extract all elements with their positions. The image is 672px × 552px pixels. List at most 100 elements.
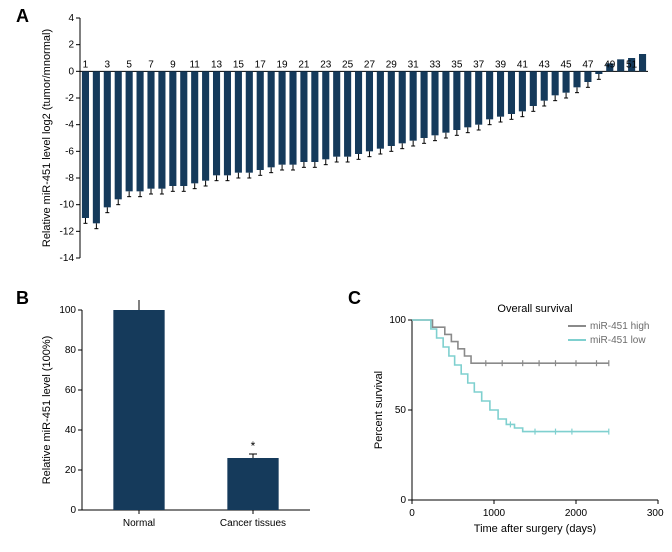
panel-a-bar [202,71,209,180]
panel-a-bar [563,71,570,92]
panel-c-chart: Overall survival0501000100020003000Perce… [368,300,664,540]
panel-a-bar [541,71,548,100]
svg-text:-10: -10 [60,200,75,211]
panel-a-bar [388,71,395,146]
panel-a-bar [126,71,133,191]
panel-a-chart: -14-12-10-8-6-4-2024Relative miR-451 lev… [38,10,658,270]
svg-text:43: 43 [539,59,551,70]
svg-text:100: 100 [389,315,406,326]
svg-text:20: 20 [65,465,77,476]
panel-a-bar [279,71,286,164]
panel-a-bar [344,71,351,156]
svg-text:47: 47 [582,59,594,70]
panel-a-bar [289,71,296,164]
panel-a-bar [82,71,89,218]
svg-text:Time after surgery (days): Time after surgery (days) [474,523,596,535]
svg-text:-2: -2 [65,93,74,104]
panel-a-bar [639,54,646,71]
svg-text:15: 15 [233,59,245,70]
panel-a-bar [93,71,100,223]
panel-a-bar [257,71,264,170]
svg-text:50: 50 [395,405,407,416]
panel-a-bar [519,71,526,111]
svg-text:60: 60 [65,385,77,396]
svg-text:3: 3 [105,59,111,70]
panel-a-bar [475,71,482,124]
panel-a-svg: -14-12-10-8-6-4-2024Relative miR-451 lev… [38,10,658,270]
panel-a-bar [333,71,340,156]
panel-a-bar [497,71,504,116]
svg-text:41: 41 [517,59,529,70]
panel-a-bar [300,71,307,162]
panel-b-chart: 020406080100Relative miR-451 level (100%… [38,300,318,540]
panel-a-bar [322,71,329,159]
svg-text:51: 51 [626,59,638,70]
svg-text:-12: -12 [60,226,75,237]
svg-text:Relative miR-451 level log2 (t: Relative miR-451 level log2 (tumor/mnorm… [41,29,53,247]
svg-text:27: 27 [364,59,376,70]
panel-a-bar [508,71,515,114]
panel-a-bar [147,71,154,188]
svg-text:-4: -4 [65,120,74,131]
panel-a-bar [421,71,428,138]
panel-a-bar [431,71,438,135]
svg-text:37: 37 [473,59,485,70]
panel-a-bar [552,71,559,95]
svg-text:Overall survival: Overall survival [497,303,572,315]
svg-text:25: 25 [342,59,354,70]
panel-c-label: C [348,288,361,309]
svg-text:*: * [251,439,256,453]
panel-a-bar [224,71,231,175]
svg-text:Cancer tissues: Cancer tissues [220,518,286,529]
panel-c-svg: Overall survival0501000100020003000Perce… [368,300,664,540]
panel-b-bar [113,310,164,510]
panel-a-bar [137,71,144,191]
svg-text:Relative miR-451 level (100%): Relative miR-451 level (100%) [41,336,53,485]
panel-b-svg: 020406080100Relative miR-451 level (100%… [38,300,318,540]
svg-text:45: 45 [561,59,573,70]
panel-a-bar [355,71,362,154]
panel-a-bar [246,71,253,172]
svg-text:31: 31 [408,59,420,70]
panel-a-bar [311,71,318,162]
panel-a-bar [617,59,624,71]
svg-text:0: 0 [400,495,406,506]
svg-text:49: 49 [604,59,616,70]
svg-text:7: 7 [148,59,154,70]
panel-a-bar [584,71,591,82]
svg-text:0: 0 [68,66,74,77]
survival-line [412,320,609,432]
panel-a-bar [573,71,580,87]
panel-a-bar [169,71,176,186]
svg-text:39: 39 [495,59,507,70]
svg-text:80: 80 [65,345,77,356]
svg-text:Normal: Normal [123,518,155,529]
panel-a-bar [191,71,198,183]
svg-text:0: 0 [70,505,76,516]
panel-a-bar [377,71,384,148]
panel-a-bar [235,71,242,172]
svg-text:4: 4 [68,13,74,24]
panel-b-bar [227,458,278,510]
panel-b-label: B [16,288,29,309]
svg-text:17: 17 [255,59,267,70]
svg-text:-8: -8 [65,173,74,184]
panel-a-bar [595,71,602,74]
svg-text:29: 29 [386,59,398,70]
svg-text:23: 23 [320,59,332,70]
svg-text:35: 35 [451,59,463,70]
panel-a-bar [399,71,406,143]
svg-text:0: 0 [409,508,415,519]
panel-a-bar [158,71,165,188]
svg-text:11: 11 [189,59,200,70]
svg-text:-6: -6 [65,146,74,157]
svg-text:21: 21 [298,59,310,70]
panel-a-bar [180,71,187,186]
panel-a-bar [410,71,417,140]
panel-a-bar [464,71,471,127]
panel-a-bar [115,71,122,199]
panel-a-bar [442,71,449,132]
panel-a-bar [268,71,275,167]
svg-text:miR-451 high: miR-451 high [590,321,649,332]
panel-a-bar [453,71,460,130]
